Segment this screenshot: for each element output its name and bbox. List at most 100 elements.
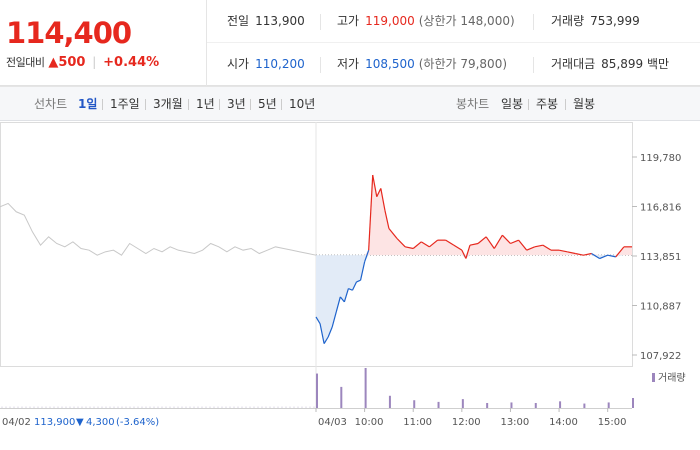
prev-close-label: 전일 <box>227 14 250 28</box>
volume-bar <box>632 398 634 408</box>
series-today-segment <box>339 296 345 303</box>
series-today-segment <box>526 246 535 251</box>
quote-row-2: 시가 110,200 저가 108,500 (하한가 79,800) 거래대금 85,8… <box>207 43 700 86</box>
series-today-segment <box>412 241 422 249</box>
change-label: 전일대비 <box>6 56 45 69</box>
chart-toolbar: 선차트 1일 1주일 3개월 1년 3년 5년 10년 봉차트 일봉 주봉 월봉 <box>0 86 700 121</box>
divider <box>250 99 251 110</box>
divider <box>219 99 220 110</box>
series-prev-day-line <box>0 202 317 256</box>
y-tick-label: 113,851 <box>640 252 681 263</box>
area-fills <box>316 175 632 344</box>
period-10y-button[interactable]: 10년 <box>289 97 316 111</box>
lower-limit: (하한가 79,800) <box>418 57 508 71</box>
line-chart-label: 선차트 <box>34 97 68 111</box>
trade-value-label: 거래대금 <box>551 57 596 71</box>
x-tick-label: 15:00 <box>598 417 627 428</box>
down-area-fill <box>316 255 632 344</box>
series-today-segment <box>335 296 341 313</box>
volume-bar <box>607 402 610 408</box>
price-box: 114,400 전일대비 ▲500 | +0.44% <box>0 0 207 86</box>
x-tick-label: 13:00 <box>500 417 529 428</box>
series-today-segment <box>368 175 374 251</box>
series-today-segment <box>583 252 592 256</box>
series-today-segment <box>351 281 358 291</box>
divider <box>320 14 321 30</box>
volume-bar <box>316 373 318 408</box>
divider <box>188 99 189 110</box>
series-today-segment <box>607 254 616 258</box>
trade-value: 85,899 백만 <box>601 57 670 71</box>
footer-change: 4,300 <box>86 417 115 428</box>
series-today-segment <box>359 261 366 281</box>
volume-label: 거래량 <box>551 14 585 28</box>
prev-close-value: 113,900 <box>255 14 305 28</box>
price-chart[interactable]: 119,780 116,816 113,851 110,887 107,922 04/0… <box>0 122 700 450</box>
period-3y-button[interactable]: 3년 <box>227 97 246 111</box>
candle-monthly-button[interactable]: 월봉 <box>573 97 596 111</box>
footer-price: 113,900 <box>34 417 75 428</box>
volume-bar <box>340 386 343 408</box>
series-today-segment <box>429 239 438 248</box>
series-today-segment <box>567 251 576 255</box>
divider <box>533 57 534 73</box>
series-today-segment <box>319 323 325 344</box>
period-1w-button[interactable]: 1주일 <box>110 97 140 111</box>
series-today-segment <box>534 244 543 248</box>
volume-legend-label: 거래량 <box>658 372 686 384</box>
series-today-segment <box>493 234 503 249</box>
high-label: 고가 <box>337 14 360 28</box>
period-1d-button[interactable]: 1일 <box>78 97 98 111</box>
stock-summary: 114,400 전일대비 ▲500 | +0.44% 전일 113,900 고가 1… <box>0 0 700 86</box>
period-3m-button[interactable]: 3개월 <box>153 97 183 111</box>
candle-chart-label: 봉차트 <box>456 97 490 111</box>
series-today-segment <box>461 249 467 259</box>
footer-date: 04/02 <box>2 417 31 428</box>
volume-legend-swatch <box>652 373 655 382</box>
prev-day-footer: 04/02 113,900 ▼ 4,300 (-3.64%) <box>2 417 159 428</box>
series-today-segment <box>575 252 584 256</box>
divider <box>565 99 566 110</box>
candle-daily-button[interactable]: 일봉 <box>501 97 524 111</box>
series-today-segment <box>396 238 406 248</box>
current-price: 114,400 <box>6 16 132 50</box>
high-cell: 고가 119,000 (상한가 148,000) <box>337 0 515 43</box>
series-today-segment <box>356 279 361 283</box>
series-today-segment <box>348 288 353 291</box>
candle-weekly-button[interactable]: 주봉 <box>536 97 559 111</box>
y-tick-label: 110,887 <box>640 301 681 312</box>
up-area-fill <box>316 175 632 256</box>
period-1y-button[interactable]: 1년 <box>196 97 215 111</box>
divider <box>533 14 534 30</box>
volume-bar <box>388 395 391 408</box>
trade-value-cell: 거래대금 85,899 백만 <box>551 43 669 86</box>
prev-close-cell: 전일 113,900 <box>227 0 305 43</box>
x-tick-label: 10:00 <box>355 417 384 428</box>
series-today-segment <box>558 249 568 253</box>
x-tick-label: 04/03 <box>318 417 347 428</box>
series-today-segment <box>372 174 378 197</box>
price-lines <box>0 174 632 344</box>
series-today-segment <box>453 244 463 251</box>
series-today-segment <box>388 228 398 239</box>
y-axis: 119,780 116,816 113,851 110,887 107,922 <box>632 153 681 362</box>
series-today-segment <box>518 239 528 251</box>
down-arrow-icon: ▼ <box>76 417 84 428</box>
series-today-segment <box>477 236 487 244</box>
quote-info-grid: 전일 113,900 고가 119,000 (상한가 148,000) 거래량 753,… <box>207 0 700 86</box>
x-axis: 04/03 10:00 11:00 12:00 13:00 14:00 15:00 <box>315 408 627 428</box>
high-value: 119,000 <box>365 14 415 28</box>
upper-limit: (상한가 148,000) <box>418 14 515 28</box>
y-tick-label: 107,922 <box>640 351 681 362</box>
x-tick-label: 12:00 <box>452 417 481 428</box>
volume-bar <box>534 403 537 408</box>
volume-bar <box>364 368 367 408</box>
series-today-segment <box>315 316 321 324</box>
low-cell: 저가 108,500 (하한가 79,800) <box>337 43 507 86</box>
series-today-segment <box>380 188 386 211</box>
period-5y-button[interactable]: 5년 <box>258 97 277 111</box>
series-today-segment <box>364 249 370 263</box>
volume-bar <box>583 403 586 408</box>
price-change-line: 전일대비 ▲500 | +0.44% <box>6 54 159 70</box>
series-today-segment <box>327 326 333 338</box>
